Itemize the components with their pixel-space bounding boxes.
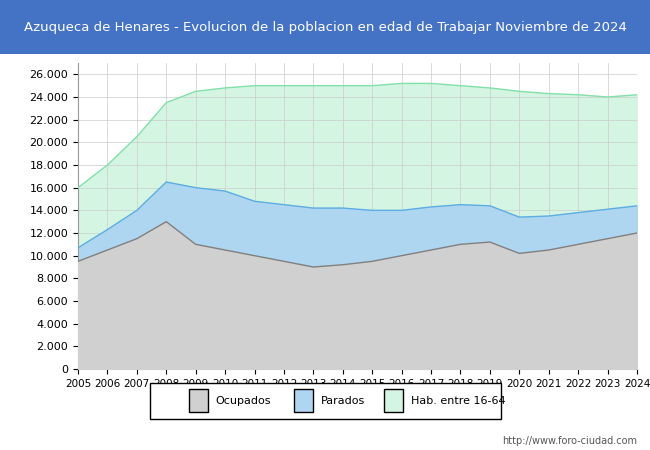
Bar xyxy=(384,389,403,412)
Text: Parados: Parados xyxy=(321,396,365,405)
FancyBboxPatch shape xyxy=(150,382,500,418)
Bar xyxy=(188,389,208,412)
Text: Azuqueca de Henares - Evolucion de la poblacion en edad de Trabajar Noviembre de: Azuqueca de Henares - Evolucion de la po… xyxy=(23,21,627,33)
Text: Ocupados: Ocupados xyxy=(216,396,271,405)
Text: Hab. entre 16-64: Hab. entre 16-64 xyxy=(411,396,506,405)
Bar xyxy=(294,389,313,412)
Text: http://www.foro-ciudad.com: http://www.foro-ciudad.com xyxy=(502,436,637,446)
